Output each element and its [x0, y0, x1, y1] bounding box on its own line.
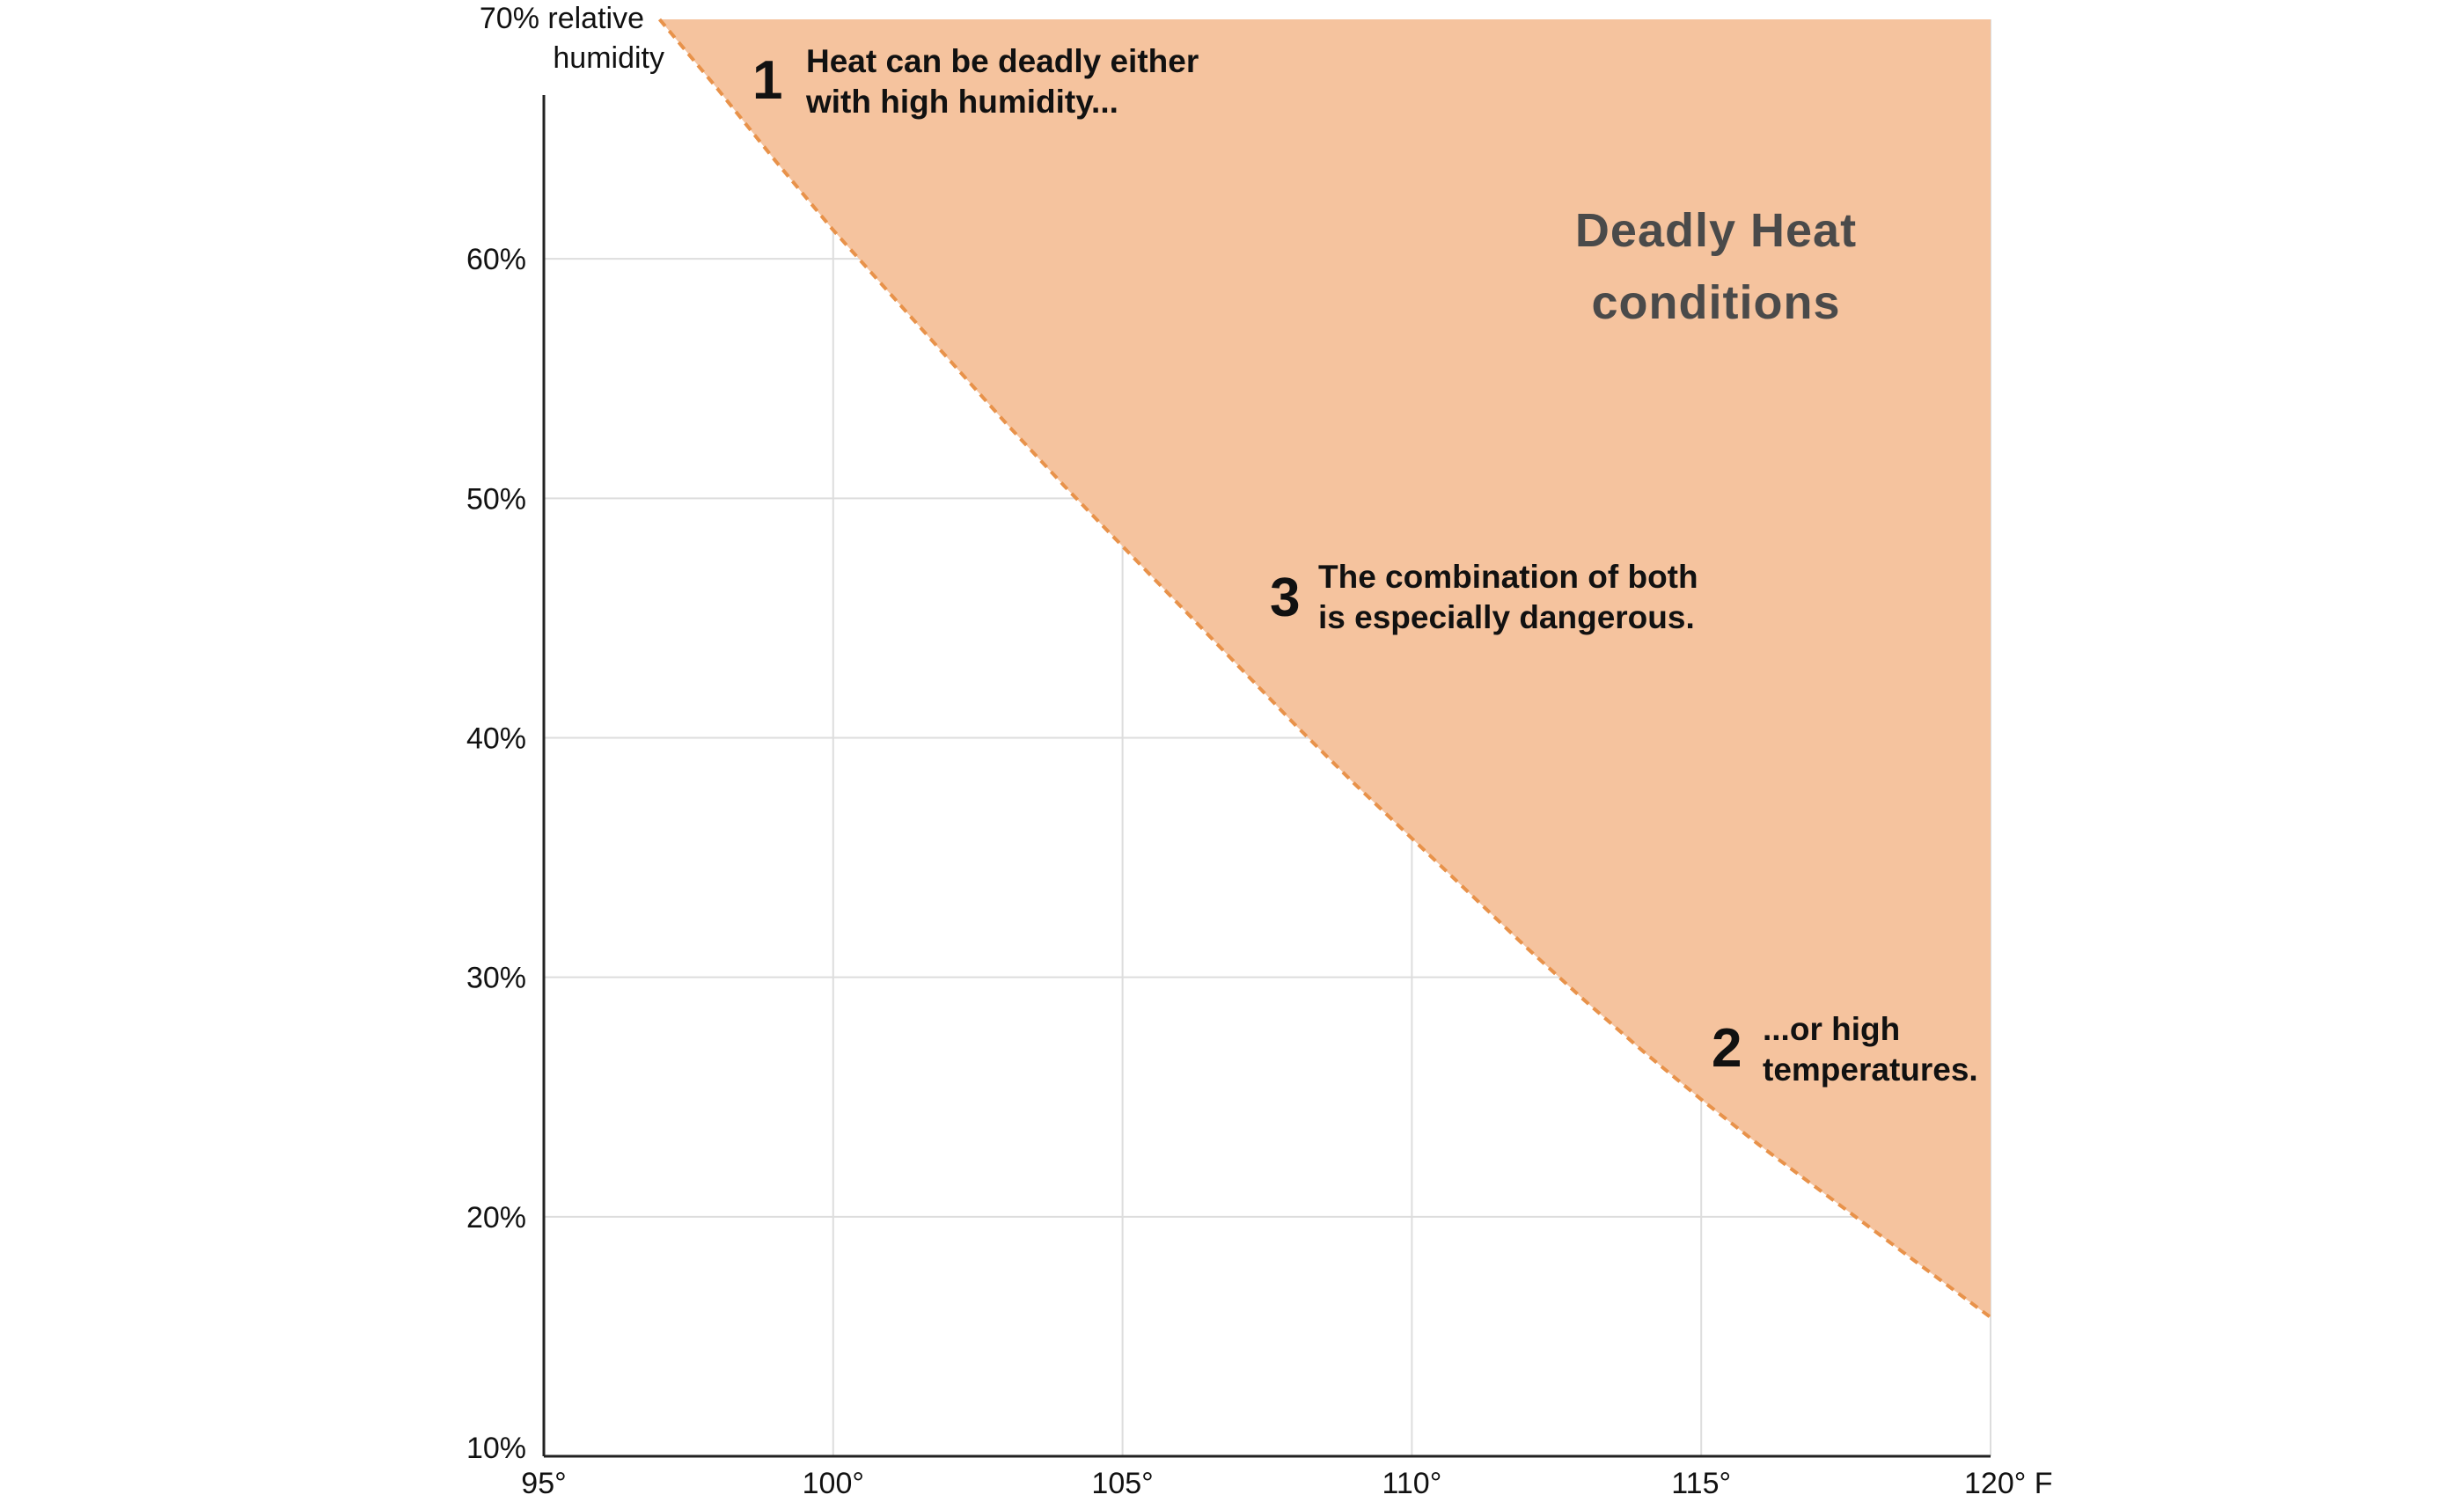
y-tick-label-40: 40% [466, 722, 526, 756]
annotation-3-line-2: is especially dangerous. [1318, 599, 1695, 635]
annotation-3-line-1: The combination of both [1318, 559, 1698, 595]
axes [542, 95, 1991, 1458]
y-axis-title-line-2: humidity [553, 41, 664, 75]
annotation-2: 2 ...or high temperatures. [1712, 1011, 1978, 1088]
deadly-heat-region [659, 19, 1991, 1318]
annotation-2-line-1: ...or high [1763, 1011, 1900, 1047]
x-tick-label-105: 105° [1091, 1467, 1153, 1500]
x-tick-labels: 95° 100° 105° 110° 115° 120° F [521, 1467, 2052, 1500]
x-tick-label-110: 110° [1382, 1467, 1441, 1500]
x-tick-label-115: 115° [1671, 1467, 1731, 1500]
y-tick-label-10: 10% [466, 1432, 526, 1465]
y-tick-label-30: 30% [466, 962, 526, 995]
y-tick-labels: 20% 30% 40% 50% 60% [466, 243, 526, 1235]
y-tick-label-20: 20% [466, 1201, 526, 1235]
region-label-line-2: conditions [1592, 276, 1841, 329]
x-tick-label-95: 95° [521, 1467, 566, 1500]
annotation-1: 1 Heat can be deadly either with high hu… [752, 43, 1199, 120]
annotation-3: 3 The combination of both is especially … [1270, 559, 1698, 635]
annotation-3-number: 3 [1270, 568, 1300, 628]
deadly-heat-boundary-line [657, 18, 1992, 1319]
annotation-1-line-2: with high humidity... [805, 84, 1118, 120]
x-tick-label-100: 100° [803, 1467, 864, 1500]
x-tick-label-120: 120° F [1964, 1467, 2053, 1500]
annotation-1-number: 1 [752, 50, 782, 111]
y-tick-label-50: 50% [466, 482, 526, 516]
y-tick-label-60: 60% [466, 243, 526, 276]
annotation-2-number: 2 [1712, 1018, 1742, 1079]
region-label-line-1: Deadly Heat [1575, 204, 1857, 257]
annotation-1-line-1: Heat can be deadly either [806, 43, 1199, 79]
y-axis-title-line-1: 70% relative [480, 2, 644, 35]
annotation-2-line-2: temperatures. [1763, 1051, 1978, 1088]
